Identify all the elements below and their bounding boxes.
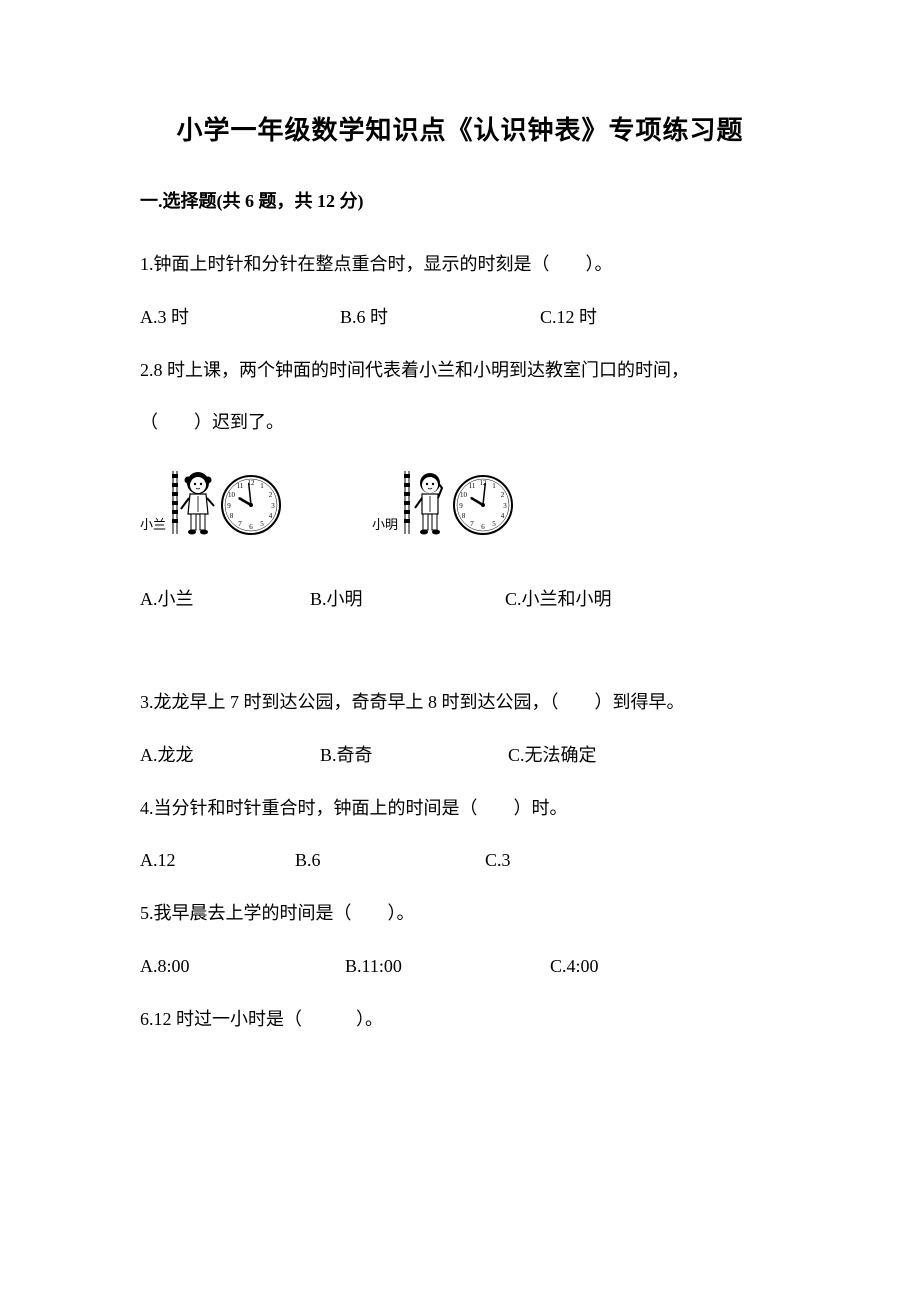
q4-option-c: C.3 [485, 837, 685, 884]
q5-options: A.8:00 B.11:00 C.4:00 [140, 943, 780, 990]
q5-option-b: B.11:00 [345, 943, 550, 990]
q5-option-a: A.8:00 [140, 943, 345, 990]
svg-text:9: 9 [459, 502, 463, 510]
svg-text:3: 3 [503, 502, 507, 510]
q4-text: 4.当分针和时针重合时，钟面上的时间是（ ）时。 [140, 785, 780, 832]
q1-option-c: C.12 时 [540, 294, 740, 341]
svg-text:5: 5 [492, 520, 496, 528]
q2-label-lan: 小兰 [140, 514, 166, 533]
svg-text:10: 10 [228, 491, 236, 499]
q5-text: 5.我早晨去上学的时间是（ ）。 [140, 890, 780, 937]
svg-text:2: 2 [269, 491, 273, 499]
q2-option-a: A.小兰 [140, 576, 310, 623]
page-title: 小学一年级数学知识点《认识钟表》专项练习题 [140, 110, 780, 147]
q1-option-a: A.3 时 [140, 294, 340, 341]
q2-option-c: C.小兰和小明 [505, 576, 705, 623]
svg-text:4: 4 [501, 512, 505, 520]
q3-option-a: A.龙龙 [140, 732, 320, 779]
q3-text: 3.龙龙早上 7 时到达公园，奇奇早上 8 时到达公园，（ ）到得早。 [140, 679, 780, 726]
q2-option-b: B.小明 [310, 576, 505, 623]
q2-figure-ming: 小明 12 [372, 466, 514, 536]
q1-options: A.3 时 B.6 时 C.12 时 [140, 294, 780, 341]
svg-text:7: 7 [238, 520, 242, 528]
svg-text:9: 9 [227, 502, 231, 510]
svg-text:3: 3 [271, 502, 275, 510]
clock-ming-icon: 12 1 2 3 4 5 6 7 8 9 10 11 [452, 474, 514, 536]
clock-lan-icon: 12 1 2 3 4 5 6 7 8 9 10 11 [220, 474, 282, 536]
kid-lan-icon [170, 466, 216, 536]
svg-text:2: 2 [501, 491, 505, 499]
kid-ming-icon [402, 466, 448, 536]
svg-text:8: 8 [230, 512, 234, 520]
svg-text:10: 10 [460, 491, 468, 499]
q3-option-c: C.无法确定 [508, 732, 708, 779]
q4-options: A.12 B.6 C.3 [140, 837, 780, 884]
q3-options: A.龙龙 B.奇奇 C.无法确定 [140, 732, 780, 779]
svg-text:11: 11 [237, 482, 244, 490]
q2-text: 2.8 时上课，两个钟面的时间代表着小兰和小明到达教室门口的时间， [140, 347, 780, 394]
q1-text: 1.钟面上时针和分针在整点重合时，显示的时刻是（ ）。 [140, 241, 780, 288]
q4-option-a: A.12 [140, 837, 295, 884]
q2-label-ming: 小明 [372, 514, 398, 533]
svg-text:6: 6 [249, 523, 253, 531]
q2-options: A.小兰 B.小明 C.小兰和小明 [140, 576, 780, 623]
section-header: 一.选择题(共 6 题，共 12 分) [140, 187, 780, 213]
svg-text:8: 8 [462, 512, 466, 520]
q3-option-b: B.奇奇 [320, 732, 508, 779]
q1-option-b: B.6 时 [340, 294, 540, 341]
q6-text: 6.12 时过一小时是（ ）。 [140, 996, 780, 1043]
q2-text-2: （ ）迟到了。 [140, 399, 780, 446]
q2-figures: 小兰 [140, 466, 780, 536]
svg-text:1: 1 [492, 482, 496, 490]
q2-figure-lan: 小兰 [140, 466, 282, 536]
svg-text:12: 12 [480, 479, 488, 487]
svg-text:11: 11 [469, 482, 476, 490]
q4-option-b: B.6 [295, 837, 485, 884]
svg-text:7: 7 [470, 520, 474, 528]
svg-text:4: 4 [269, 512, 273, 520]
svg-text:6: 6 [481, 523, 485, 531]
svg-text:1: 1 [260, 482, 264, 490]
svg-text:5: 5 [260, 520, 264, 528]
q5-option-c: C.4:00 [550, 943, 750, 990]
